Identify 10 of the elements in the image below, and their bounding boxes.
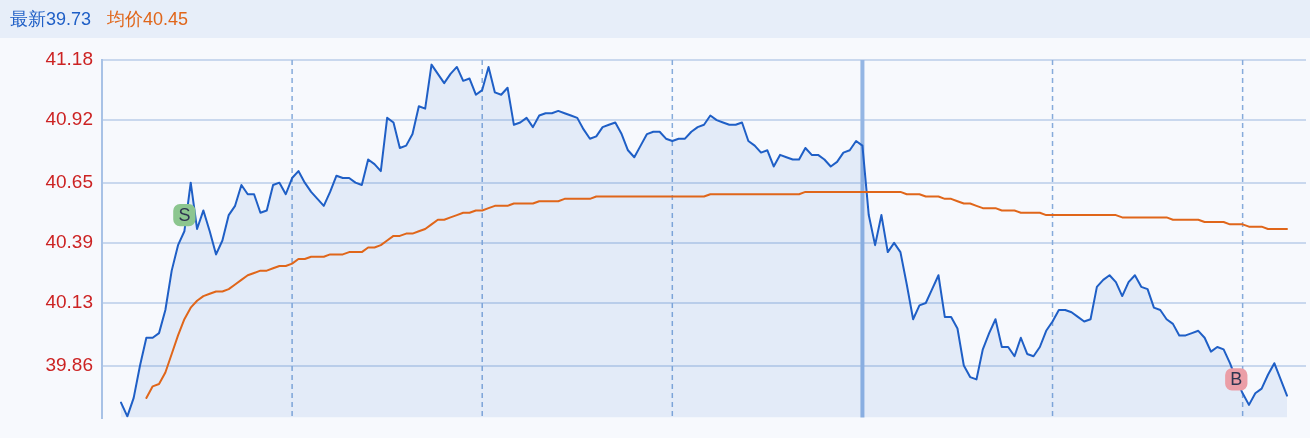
series-label: S <box>178 205 191 226</box>
y-tick-label: 40.92 <box>45 108 93 130</box>
y-tick-label: 39.86 <box>45 353 93 375</box>
y-tick-label: 40.39 <box>45 231 93 253</box>
y-tick-label: 40.13 <box>45 291 93 313</box>
series-label: B <box>1230 369 1243 390</box>
y-tick-label: 41.18 <box>45 48 93 70</box>
text: 均价40.45 <box>107 8 189 31</box>
text: 最新39.73 <box>10 8 92 31</box>
y-tick-label: 40.65 <box>45 170 93 192</box>
